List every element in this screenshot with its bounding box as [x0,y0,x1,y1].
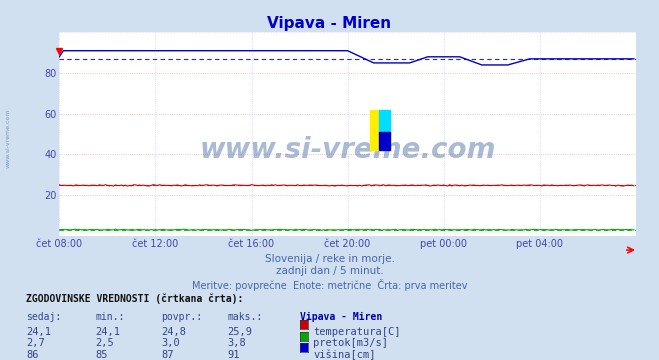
Text: 25,9: 25,9 [227,327,252,337]
Text: maks.:: maks.: [227,312,262,322]
Text: sedaj:: sedaj: [26,312,61,322]
Text: temperatura[C]: temperatura[C] [313,327,401,337]
Text: Meritve: povprečne  Enote: metrične  Črta: prva meritev: Meritve: povprečne Enote: metrične Črta:… [192,279,467,291]
Text: višina[cm]: višina[cm] [313,350,376,360]
Bar [379,110,389,134]
Text: 91: 91 [227,350,240,360]
Text: www.si-vreme.com: www.si-vreme.com [200,136,496,165]
Text: 24,8: 24,8 [161,327,186,337]
Text: pretok[m3/s]: pretok[m3/s] [313,338,388,348]
Text: 87: 87 [161,350,174,360]
Text: zadnji dan / 5 minut.: zadnji dan / 5 minut. [275,266,384,276]
Bar [370,110,381,150]
Text: 2,5: 2,5 [96,338,114,348]
Text: Vipava - Miren: Vipava - Miren [268,16,391,31]
Text: min.:: min.: [96,312,125,322]
Text: povpr.:: povpr.: [161,312,202,322]
Text: 85: 85 [96,350,108,360]
Text: 3,8: 3,8 [227,338,246,348]
Text: Slovenija / reke in morje.: Slovenija / reke in morje. [264,254,395,264]
Text: 24,1: 24,1 [96,327,121,337]
Text: 86: 86 [26,350,39,360]
Text: Vipava - Miren: Vipava - Miren [300,312,382,322]
Text: www.si-vreme.com: www.si-vreme.com [5,109,11,168]
Bar [379,132,389,150]
Text: 3,0: 3,0 [161,338,180,348]
Text: 2,7: 2,7 [26,338,45,348]
Text: 24,1: 24,1 [26,327,51,337]
Text: ZGODOVINSKE VREDNOSTI (črtkana črta):: ZGODOVINSKE VREDNOSTI (črtkana črta): [26,293,244,304]
